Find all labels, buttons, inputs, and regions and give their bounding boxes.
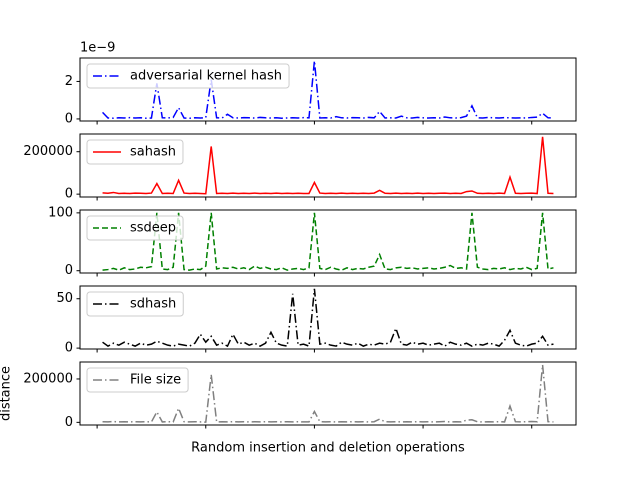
axes-frame bbox=[79, 209, 577, 274]
y-tick-label: 0 bbox=[65, 111, 73, 126]
legend-label: sdhash bbox=[130, 297, 176, 312]
y-axis-label: distance bbox=[0, 366, 14, 421]
legend-box bbox=[86, 215, 184, 241]
legend-label: File size bbox=[130, 373, 181, 388]
axes-frame bbox=[79, 361, 577, 426]
offset-text: 1e−9 bbox=[80, 41, 115, 56]
plot-area bbox=[102, 364, 554, 423]
legend-box bbox=[86, 367, 189, 393]
legend-box bbox=[86, 291, 184, 317]
y-tick-label: 0 bbox=[65, 341, 73, 356]
axes-frame bbox=[79, 57, 577, 122]
x-axis-label: Random insertion and deletion operations bbox=[191, 441, 465, 456]
legend-label: adversarial kernel hash bbox=[130, 69, 282, 84]
y-tick-label: 50 bbox=[56, 291, 73, 306]
plot-area bbox=[102, 136, 554, 195]
legend-label: ssdeep bbox=[130, 221, 176, 236]
y-tick-label: 2 bbox=[65, 74, 73, 89]
y-tick-label: 100 bbox=[48, 205, 73, 220]
y-tick-label: 0 bbox=[65, 187, 73, 202]
y-tick-label: 0 bbox=[65, 263, 73, 278]
series-line bbox=[102, 136, 554, 195]
y-tick-label: 0 bbox=[65, 415, 73, 430]
y-tick-label: 200000 bbox=[23, 144, 73, 159]
axes-frame bbox=[79, 133, 577, 198]
legend-box bbox=[86, 63, 290, 89]
axes-frame bbox=[79, 285, 577, 350]
y-tick-label: 200000 bbox=[23, 371, 73, 386]
legend-label: sahash bbox=[130, 145, 176, 160]
legend-box bbox=[86, 139, 184, 165]
series-line bbox=[102, 364, 554, 423]
